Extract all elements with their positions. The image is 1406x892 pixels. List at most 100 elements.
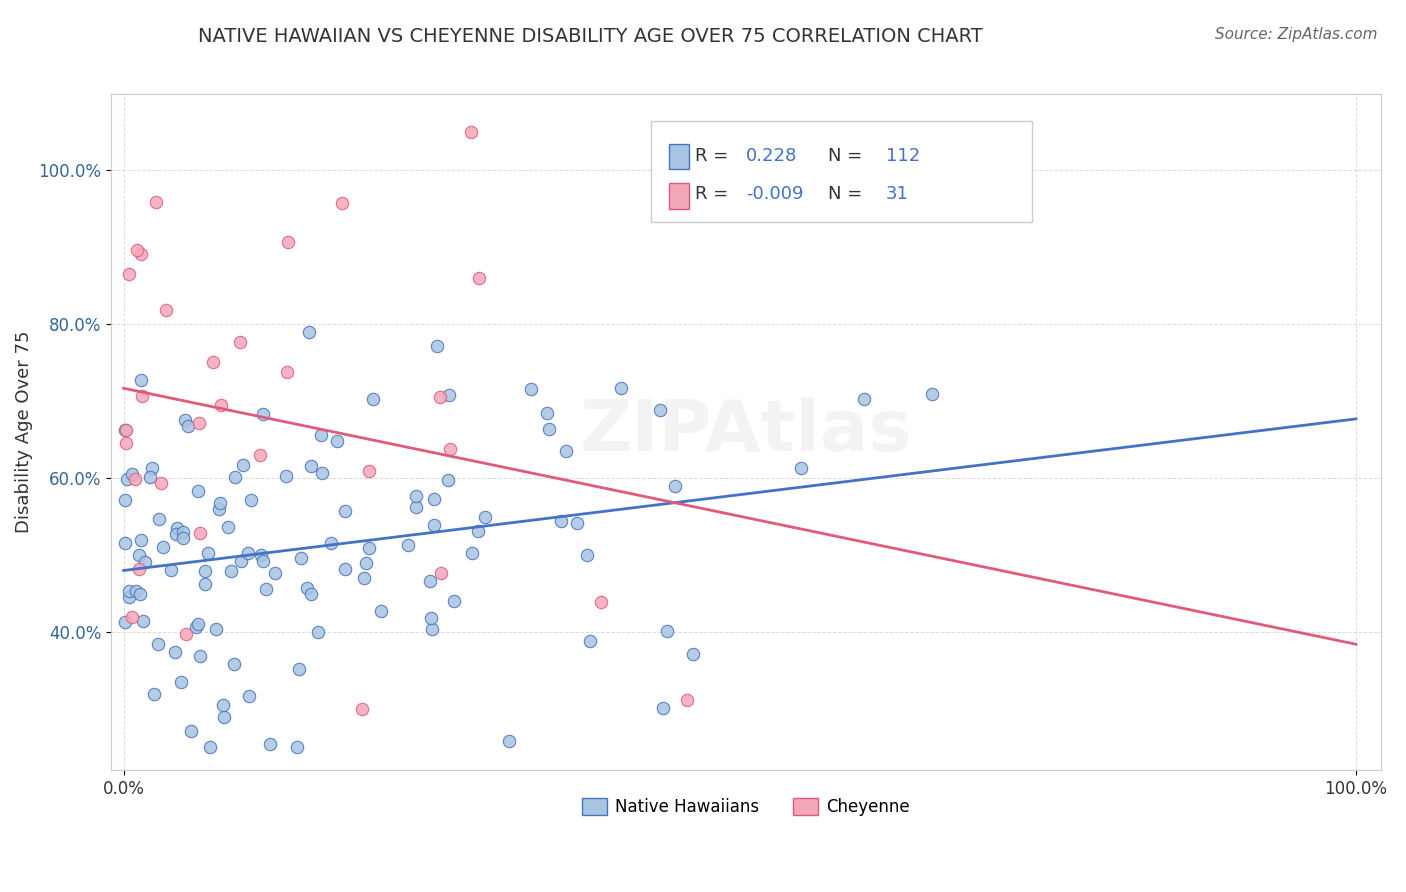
Point [295, 581, 318, 595]
Point [655, 624, 678, 638]
Point [187, 484, 209, 499]
Point [353, 571, 375, 585]
Point [118, 584, 141, 599]
Text: N =: N = [828, 185, 869, 202]
Point [165, 527, 187, 541]
Point [131, 533, 153, 547]
Point [277, 235, 299, 250]
Point [423, 517, 446, 532]
Point [419, 574, 441, 588]
Point [468, 271, 491, 285]
Point [187, 617, 209, 632]
Point [238, 689, 260, 703]
Point [354, 557, 377, 571]
Point [152, 540, 174, 554]
Point [155, 303, 177, 318]
Point [165, 645, 187, 659]
Point [166, 521, 188, 535]
FancyBboxPatch shape [668, 183, 689, 209]
Point [212, 698, 235, 712]
Point [146, 637, 169, 651]
Point [250, 549, 273, 563]
Point [361, 392, 384, 406]
Point [538, 422, 561, 436]
Point [579, 633, 602, 648]
Point [114, 615, 136, 630]
Point [474, 509, 496, 524]
Point [188, 525, 211, 540]
Point [921, 387, 943, 401]
Point [550, 514, 572, 528]
Text: 0.228: 0.228 [747, 147, 797, 165]
Point [121, 610, 143, 624]
Text: NATIVE HAWAIIAN VS CHEYENNE DISABILITY AGE OVER 75 CORRELATION CHART: NATIVE HAWAIIAN VS CHEYENNE DISABILITY A… [198, 27, 983, 45]
Point [467, 524, 489, 539]
Point [439, 388, 461, 402]
Point [201, 354, 224, 368]
Point [118, 267, 141, 281]
Point [194, 577, 217, 591]
Point [134, 555, 156, 569]
Point [205, 622, 228, 636]
Point [285, 739, 308, 754]
Point [174, 413, 197, 427]
Point [299, 587, 322, 601]
Point [290, 551, 312, 566]
Point [221, 564, 243, 578]
Point [648, 403, 671, 417]
Point [359, 464, 381, 478]
Point [128, 548, 150, 562]
Point [335, 561, 357, 575]
Point [423, 492, 446, 507]
Point [276, 365, 298, 379]
Legend: Native Hawaiians, Cheyenne: Native Hawaiians, Cheyenne [575, 791, 917, 822]
Text: -0.009: -0.009 [747, 185, 803, 202]
Point [311, 466, 333, 480]
Point [299, 458, 322, 473]
Text: R =: R = [695, 185, 734, 202]
Point [370, 604, 392, 618]
Text: N =: N = [828, 147, 869, 165]
Point [405, 489, 427, 503]
Point [114, 492, 136, 507]
Point [124, 472, 146, 486]
Point [208, 502, 231, 516]
Point [180, 723, 202, 738]
Point [330, 195, 353, 210]
Point [212, 710, 235, 724]
Text: R =: R = [695, 147, 734, 165]
Point [198, 739, 221, 754]
Point [118, 590, 141, 604]
Point [429, 390, 451, 404]
Point [148, 512, 170, 526]
Y-axis label: Disability Age Over 75: Disability Age Over 75 [15, 331, 32, 533]
Point [232, 458, 254, 472]
Point [274, 469, 297, 483]
Point [264, 566, 287, 580]
Point [222, 657, 245, 671]
Point [852, 392, 875, 406]
FancyBboxPatch shape [651, 120, 1032, 222]
Point [325, 434, 347, 448]
Point [141, 461, 163, 475]
Point [127, 243, 149, 257]
Point [188, 649, 211, 664]
Text: ZIPAtlas: ZIPAtlas [579, 397, 912, 467]
Point [115, 423, 138, 437]
Point [420, 622, 443, 636]
Point [238, 546, 260, 560]
Point [229, 554, 252, 568]
Point [129, 586, 152, 600]
Point [443, 593, 465, 607]
Point [197, 546, 219, 560]
Point [170, 674, 193, 689]
Point [419, 610, 441, 624]
Point [129, 373, 152, 387]
Point [115, 436, 138, 450]
Point [174, 627, 197, 641]
Point [664, 479, 686, 493]
Point [576, 549, 599, 563]
Point [224, 470, 246, 484]
Point [249, 448, 271, 462]
Point [176, 418, 198, 433]
